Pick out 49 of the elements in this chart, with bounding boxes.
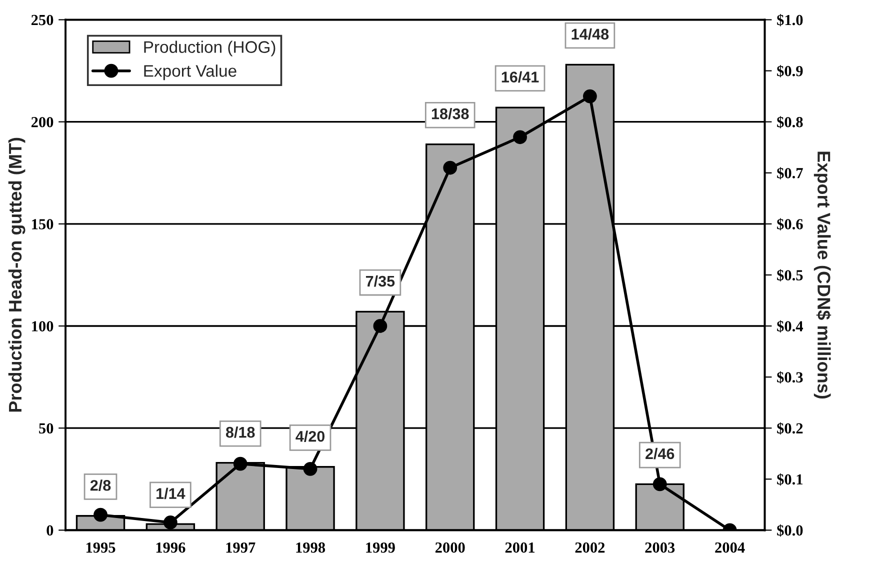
y2-axis-title: Export Value (CDN$ millions) <box>814 152 832 398</box>
y2-tick-label: $0.6 <box>777 218 803 230</box>
annotation: 16/41 <box>502 71 539 83</box>
annotation: 2/46 <box>646 448 674 460</box>
point <box>652 477 667 492</box>
x-tick-label: 2003 <box>645 542 675 553</box>
x-tick-label: 1996 <box>156 542 186 553</box>
x-tick-label: 2000 <box>435 542 465 553</box>
x-tick-label: 1995 <box>86 542 116 553</box>
point <box>583 89 597 104</box>
legend-label: Production (HOG) <box>144 40 276 56</box>
y-tick-label: 200 <box>31 116 54 128</box>
y2-tick-label: $0.0 <box>777 524 803 537</box>
annotation: 14/48 <box>572 28 609 40</box>
annotation: 4/20 <box>296 430 325 442</box>
annotation: 18/38 <box>432 108 469 120</box>
y-axis-title: Production Head-on gutted (MT) <box>8 138 26 412</box>
y-tick-label: 50 <box>39 423 54 434</box>
y-tick-label: 150 <box>32 219 54 230</box>
y-tick-label: 250 <box>31 14 54 26</box>
point <box>233 456 248 471</box>
point <box>373 319 388 333</box>
x-tick-label: 2002 <box>575 542 605 553</box>
y2-tick-label: $0.9 <box>777 65 803 78</box>
y2-tick-label: $0.1 <box>777 473 802 486</box>
y2-tick-label: $0.3 <box>777 371 803 384</box>
y2-tick-label: $0.7 <box>777 167 803 180</box>
point <box>513 130 527 144</box>
y2-tick-label: $0.8 <box>777 116 803 128</box>
x-tick-label: 2001 <box>505 542 535 553</box>
y-tick-label: 100 <box>32 321 54 332</box>
annotation: 7/35 <box>366 275 395 287</box>
x-tick-label: 1998 <box>296 542 326 553</box>
point <box>163 516 178 530</box>
x-tick-label: 1999 <box>366 542 395 553</box>
y2-tick-label: $1.0 <box>777 14 803 26</box>
annotation: 1/14 <box>156 488 186 500</box>
point <box>443 160 458 175</box>
x-tick-label: 2004 <box>715 542 745 553</box>
x-tick-label: 1997 <box>226 542 256 553</box>
annotation: 2/8 <box>90 480 111 491</box>
y-tick-label: 0 <box>46 525 54 536</box>
y2-tick-label: $0.2 <box>777 422 803 435</box>
y2-tick-label: $0.4 <box>777 320 804 332</box>
legend-label: Export Value <box>144 64 236 80</box>
y2-tick-label: $0.5 <box>777 269 803 282</box>
point <box>303 462 318 476</box>
annotation: 8/18 <box>226 426 255 438</box>
point <box>94 508 108 522</box>
